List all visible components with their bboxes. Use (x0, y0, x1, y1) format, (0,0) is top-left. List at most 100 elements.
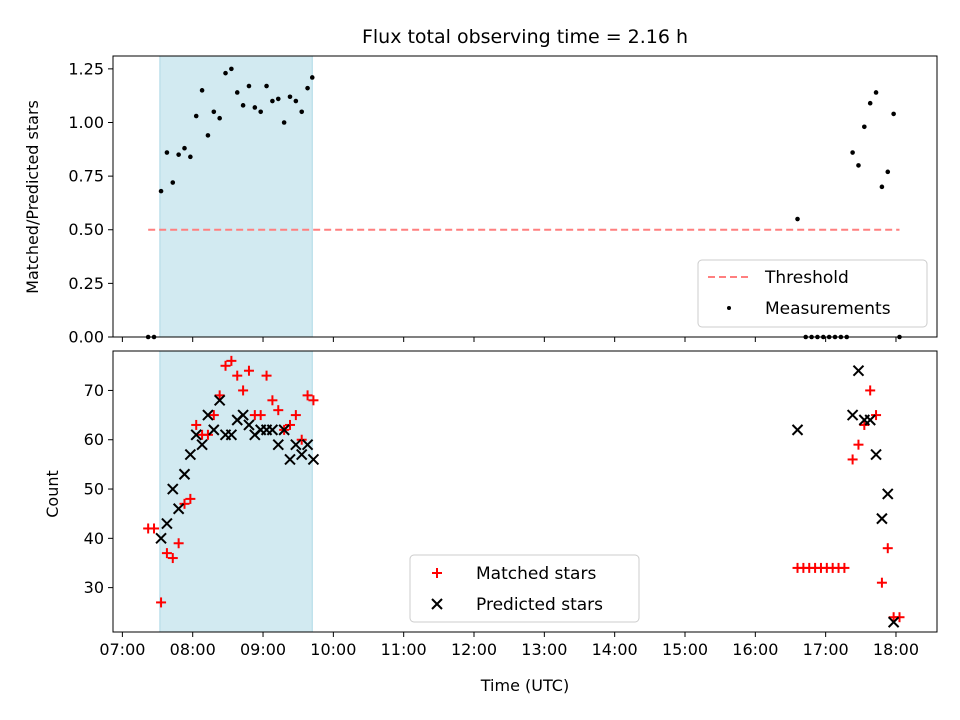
top-legend-box (697, 259, 928, 328)
x-tick-label: 09:00 (240, 640, 286, 659)
measurement-point (205, 133, 211, 138)
matched-star-marker (290, 410, 301, 421)
y-tick-label: 40 (84, 529, 104, 548)
matched-star-marker (284, 419, 295, 430)
measurement-point (176, 152, 181, 157)
measurement-point (850, 150, 855, 155)
legend-matched-label: Matched stars (476, 564, 596, 584)
measurement-point (252, 105, 258, 110)
predicted-star-markers (155, 365, 900, 628)
measurement-point (211, 109, 217, 115)
predicted-star-marker (190, 429, 202, 441)
matched-star-marker (255, 410, 266, 421)
shaded-region (159, 55, 313, 338)
y-tick-label: 0.75 (68, 167, 104, 186)
legend-predicted-label: Predicted stars (476, 595, 603, 615)
top-panel: 0.00 0.25 0.50 0.75 1.00 1.25 Matched/Predict… (23, 55, 938, 347)
matched-star-marker (273, 405, 284, 416)
bottom-x-ticks: 07:00 08:00 09:00 10:00 11:00 12:00 13:00 14:00… (99, 632, 919, 659)
top-y-axis-label: Matched/Predicted stars (23, 100, 42, 294)
predicted-star-marker (172, 503, 185, 515)
x-tick-label: 12:00 (451, 640, 497, 659)
measurement-point (275, 96, 281, 102)
bottom-shaded-region (159, 350, 313, 633)
matched-star-marker (302, 390, 313, 401)
x-tick-label: 10:00 (310, 640, 356, 659)
x-tick-label: 18:00 (873, 640, 919, 659)
matched-star-marker (839, 562, 850, 573)
matched-star-marker (243, 365, 254, 376)
measurement-point (309, 75, 315, 80)
bottom-y-axis-label: Count (43, 470, 62, 518)
matched-star-marker (167, 553, 178, 564)
predicted-star-marker (852, 365, 865, 377)
predicted-star-marker (184, 448, 197, 461)
matched-star-marker (179, 498, 190, 509)
measurement-point (885, 169, 891, 175)
matched-star-marker (208, 410, 219, 421)
measurement-point (879, 184, 885, 190)
matched-star-marker (871, 410, 882, 421)
predicted-star-marker (882, 488, 894, 500)
legend-matched-marker (432, 568, 442, 578)
bottom-y-ticks: 30 40 50 60 70 (84, 381, 113, 597)
matched-star-marker (876, 577, 887, 588)
matched-star-marker (238, 385, 249, 396)
y-tick-label: 1.00 (68, 113, 104, 132)
x-tick-label: 07:00 (99, 640, 145, 659)
measurement-point (293, 98, 299, 104)
matched-star-marker (173, 538, 184, 549)
predicted-star-marker (887, 616, 900, 628)
measurement-point (246, 83, 252, 89)
measurement-point (299, 109, 305, 115)
x-axis-label: Time (UTC) (480, 676, 569, 695)
x-tick-label: 14:00 (592, 640, 638, 659)
y-tick-label: 70 (84, 381, 104, 400)
top-shaded-region (159, 55, 313, 338)
legend-predicted-marker (431, 598, 443, 610)
x-tick-label: 16:00 (732, 640, 778, 659)
measurement-point (258, 109, 263, 115)
predicted-star-marker (208, 424, 220, 436)
matched-star-marker (191, 419, 202, 430)
matched-star-marker (853, 439, 864, 450)
top-y-ticks: 0.00 0.25 0.50 0.75 1.00 1.25 (68, 59, 113, 347)
measurement-point (223, 70, 228, 76)
legend-predicted-swatch (431, 598, 443, 610)
matched-star-marker (894, 612, 905, 623)
top-plot-frame (112, 55, 938, 338)
measurement-point (856, 163, 861, 168)
predicted-star-marker (301, 438, 314, 451)
measurement-point (305, 85, 310, 91)
x-tick-label: 15:00 (662, 640, 708, 659)
predicted-star-marker (290, 438, 302, 451)
predicted-star-marker (278, 424, 290, 436)
measurement-point (281, 120, 287, 125)
measurement-point (234, 90, 240, 95)
y-tick-label: 0.50 (68, 220, 104, 239)
predicted-star-marker (213, 394, 226, 407)
y-tick-label: 50 (84, 480, 104, 499)
measurement-point (188, 154, 193, 160)
measurement-point (193, 113, 199, 119)
matched-star-marker (296, 434, 307, 445)
measurement-point (217, 115, 222, 121)
bottom-legend-box (409, 554, 640, 623)
top-legend: Threshold Measurements (697, 259, 928, 328)
predicted-star-marker (864, 414, 876, 426)
matched-star-marker (214, 390, 225, 401)
x-tick-label: 13:00 (521, 640, 567, 659)
y-tick-label: 0.25 (68, 274, 104, 293)
bottom-panel: 30 40 50 60 70 07:00 08:00 09:00 10:00 11:00 12:0… (43, 350, 938, 695)
bottom-plot-frame (112, 350, 938, 633)
legend-threshold-label: Threshold (764, 268, 849, 288)
matched-star-marker (882, 543, 893, 554)
matched-star-marker (226, 355, 237, 366)
matched-star-marker (220, 360, 231, 371)
measurement-point (891, 111, 896, 117)
measurement-point (158, 188, 164, 194)
legend-measurements-label: Measurements (765, 299, 891, 319)
y-tick-label: 1.25 (68, 59, 104, 78)
legend-measurements-swatch (727, 306, 731, 310)
